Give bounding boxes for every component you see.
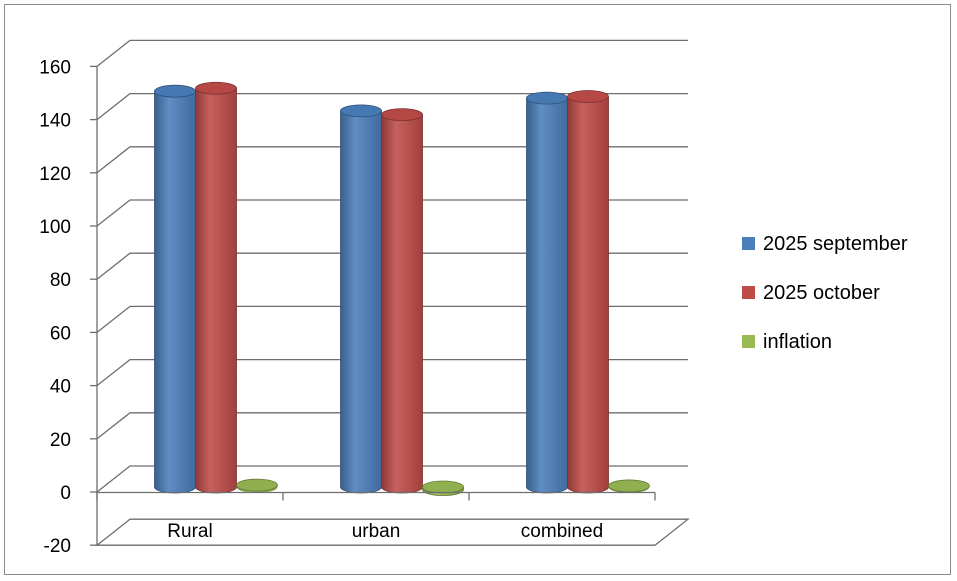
bar-2-1 [567, 90, 609, 494]
y-tick-label: 120 [39, 164, 71, 185]
bar-0-2 [236, 478, 278, 493]
bar-top [340, 104, 382, 118]
bar-1-0 [340, 104, 382, 494]
x-tick-label: combined [521, 521, 603, 542]
bars [154, 81, 650, 497]
y-tick-label: -20 [44, 536, 71, 557]
y-tick-label: 0 [60, 483, 71, 504]
y-tick-label: 60 [50, 323, 71, 344]
bar-top [567, 90, 609, 103]
bar-body [340, 110, 382, 494]
gridline [96, 39, 688, 67]
legend-swatch [742, 335, 755, 348]
bar-body [526, 97, 568, 494]
bar-0-1 [195, 81, 237, 494]
bar-body [567, 96, 609, 494]
bar-0-0 [154, 84, 196, 494]
gridline [96, 146, 688, 174]
bar-body [381, 114, 423, 494]
bar-top [608, 479, 650, 493]
y-tick-label: 20 [50, 430, 71, 451]
floor [95, 518, 690, 546]
bar-top [526, 91, 568, 105]
bar-body [195, 87, 237, 494]
gridline [96, 199, 688, 227]
gridline [96, 92, 688, 121]
bar-top [381, 108, 423, 121]
legend-swatch [742, 286, 755, 299]
bar-top [236, 478, 278, 492]
bar-2-2 [608, 479, 650, 493]
gridline [96, 358, 688, 387]
legend: 2025 september 2025 october inflation [742, 233, 908, 353]
gridline [96, 412, 688, 440]
gridline [96, 465, 688, 493]
y-tick-label: 140 [39, 111, 71, 132]
gridline [96, 252, 688, 280]
gridline [96, 305, 688, 333]
bar-1-1 [381, 108, 423, 494]
y-tick-label: 80 [50, 270, 71, 291]
bar-2-0 [526, 91, 568, 494]
legend-label: 2025 september [763, 233, 908, 255]
legend-label: 2025 october [763, 282, 880, 304]
bar-1-2 [422, 480, 464, 497]
legend-swatch [742, 237, 755, 250]
y-axis: -20 0 20 40 60 80 100 120 140 160 [39, 57, 98, 557]
bar-top [422, 480, 464, 494]
bar-top [195, 81, 237, 95]
y-tick-label: 40 [50, 377, 71, 398]
x-axis: Rural urban combined [96, 491, 656, 542]
y-tick-label: 160 [39, 57, 71, 78]
x-tick-label: Rural [167, 521, 212, 542]
bar-top [154, 84, 196, 98]
gridlines [95, 39, 690, 546]
legend-label: inflation [763, 331, 832, 353]
x-tick-label: urban [352, 521, 401, 542]
bar-body [154, 90, 196, 494]
y-tick-label: 100 [39, 217, 71, 238]
